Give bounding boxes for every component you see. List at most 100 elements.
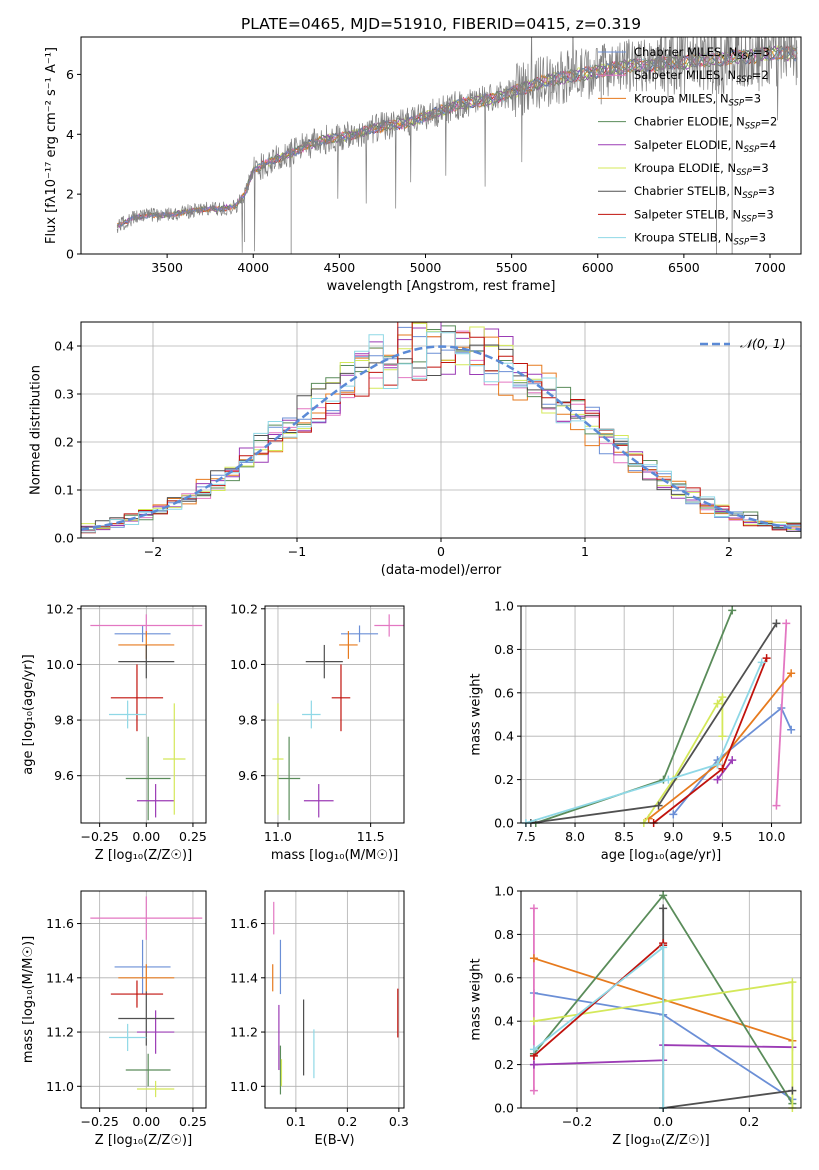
axes-frame xyxy=(520,890,802,1109)
weight-marker xyxy=(788,1086,797,1095)
weight-series xyxy=(531,606,737,827)
errorbar-point xyxy=(118,991,175,1046)
errorbar-point xyxy=(110,980,164,1008)
weight-line xyxy=(716,759,733,781)
x-tick-label: 4000 xyxy=(237,260,269,275)
errorbar-point xyxy=(125,1053,171,1087)
axes-frame xyxy=(520,605,802,824)
legend-suffix: =3 xyxy=(749,231,766,245)
panel-3: 11.0 11.5 9.6 9.8 10.0 10.2 mass [log₁₀(M/M☉)] xyxy=(230,601,405,863)
weight-marker xyxy=(529,1086,538,1095)
x-tick-label: 0.0 xyxy=(653,1114,673,1129)
legend-entry: Salpeter ELODIE, NSSP=4 xyxy=(634,138,776,155)
legend-entry: 𝒩(0, 1) xyxy=(740,336,786,351)
weight-series xyxy=(649,654,771,827)
legend-label: Chabrier ELODIE, N xyxy=(634,115,745,129)
weight-marker xyxy=(529,1060,538,1069)
panel-4: 7.5 8.0 8.5 9.0 9.5 10.0 0.0 0.2 0.4 0.6 0.8 1.0 age… xyxy=(469,599,802,863)
y-tick-label: 0.4 xyxy=(494,729,514,744)
axes-frame xyxy=(80,605,207,824)
legend-entry: Chabrier STELIB, NSSP=3 xyxy=(634,184,775,201)
weight-series xyxy=(521,658,766,827)
weight-line xyxy=(653,657,768,824)
y-tick-label: 11.4 xyxy=(230,970,258,985)
legend-subscript: SSP xyxy=(736,75,752,85)
y-axis-label: mass [log₁₀(M/M☉)] xyxy=(21,936,36,1063)
weight-marker xyxy=(728,606,737,615)
legend-subscript: SSP xyxy=(737,52,753,62)
x-tick-label: 0.25 xyxy=(179,1114,207,1129)
weight-series xyxy=(659,904,797,1112)
y-tick-label: 11.6 xyxy=(230,916,258,931)
x-axis-label: mass [log₁₀(M/M☉)] xyxy=(271,848,398,863)
weight-marker xyxy=(664,775,673,784)
y-tick-label: 0 xyxy=(66,247,74,262)
weight-series xyxy=(529,978,797,1112)
y-tick-label: 0.8 xyxy=(494,927,514,942)
legend-entry: Chabrier MILES, NSSP=3 xyxy=(634,45,770,62)
x-tick-label: 9.0 xyxy=(663,829,683,844)
observed-spectrum-line xyxy=(116,37,798,253)
panel-5: −0.25 0.00 0.25 11.0 11.2 11.4 11.6 Z [log₁₀(Z/… xyxy=(21,890,207,1148)
weight-marker xyxy=(713,699,722,708)
y-tick-label: 0.6 xyxy=(494,970,514,985)
errorbar-point xyxy=(302,700,321,729)
weight-marker xyxy=(762,654,771,663)
x-tick-label: 2 xyxy=(725,544,733,559)
grid xyxy=(265,606,404,823)
chart-title: PLATE=0465, MJD=51910, FIBERID=0415, z=0… xyxy=(241,15,641,33)
y-tick-label: 0.4 xyxy=(494,1014,514,1029)
x-tick-label: 5500 xyxy=(496,260,528,275)
y-tick-label: 2 xyxy=(66,187,74,202)
panel-0: 3500 4000 4500 5000 5500 6000 6500 7000 0 2 4 6 wave… xyxy=(44,15,802,294)
x-tick-label: 8.5 xyxy=(614,829,634,844)
y-tick-label: 0.0 xyxy=(54,531,74,546)
x-tick-label: 7.5 xyxy=(516,829,536,844)
weight-series xyxy=(772,619,791,810)
legend-entry: Chabrier ELODIE, NSSP=2 xyxy=(634,115,777,132)
x-tick-label: 0.2 xyxy=(337,1114,357,1129)
weight-series xyxy=(529,904,538,1095)
x-tick-label: 0.00 xyxy=(132,829,160,844)
legend-label: Salpeter MILES, N xyxy=(634,68,736,82)
weight-marker xyxy=(782,619,791,628)
legend-subscript: SSP xyxy=(744,145,760,155)
weight-marker xyxy=(718,693,727,702)
x-tick-label: 10.0 xyxy=(758,829,786,844)
legend-label: Chabrier STELIB, N xyxy=(634,184,742,198)
y-tick-label: 0.3 xyxy=(54,387,74,402)
weight-line xyxy=(648,672,792,820)
y-tick-label: 0.8 xyxy=(494,642,514,657)
y-tick-label: 0.2 xyxy=(54,435,74,450)
errorbar-point xyxy=(303,784,334,818)
weight-marker xyxy=(787,669,796,678)
x-tick-label: −1 xyxy=(288,544,306,559)
y-tick-label: 9.8 xyxy=(54,713,74,728)
weight-marker xyxy=(787,725,796,734)
errorbar-point xyxy=(118,964,175,992)
errorbar-point xyxy=(90,896,203,940)
weight-series xyxy=(526,619,781,827)
legend-label: Kroupa MILES, N xyxy=(634,91,729,105)
y-tick-label: 10.0 xyxy=(46,657,74,672)
errorbar-point xyxy=(136,1080,175,1098)
errorbar-point xyxy=(114,625,171,643)
errorbar-point xyxy=(305,644,343,679)
x-tick-label: 0.00 xyxy=(132,1114,160,1129)
weight-line xyxy=(662,908,793,1110)
errorbar-point xyxy=(114,939,171,995)
weight-marker xyxy=(654,801,663,810)
panel-1: −2 −1 0 1 2 0.0 0.1 0.2 0.3 0.4 (data-model)/error… xyxy=(29,321,802,578)
y-tick-label: 9.6 xyxy=(238,768,258,783)
x-tick-label: 0.1 xyxy=(286,1114,306,1129)
x-tick-label: 6500 xyxy=(668,260,700,275)
legend-entry: Kroupa ELODIE, NSSP=3 xyxy=(634,161,769,178)
y-tick-label: 4 xyxy=(66,127,74,142)
x-tick-label: −0.25 xyxy=(81,829,119,844)
legend-entry: Salpeter STELIB, NSSP=3 xyxy=(634,207,774,224)
weight-marker xyxy=(713,760,722,769)
weight-series xyxy=(529,943,668,1112)
x-tick-label: 4500 xyxy=(323,260,355,275)
x-tick-label: −2 xyxy=(144,544,162,559)
